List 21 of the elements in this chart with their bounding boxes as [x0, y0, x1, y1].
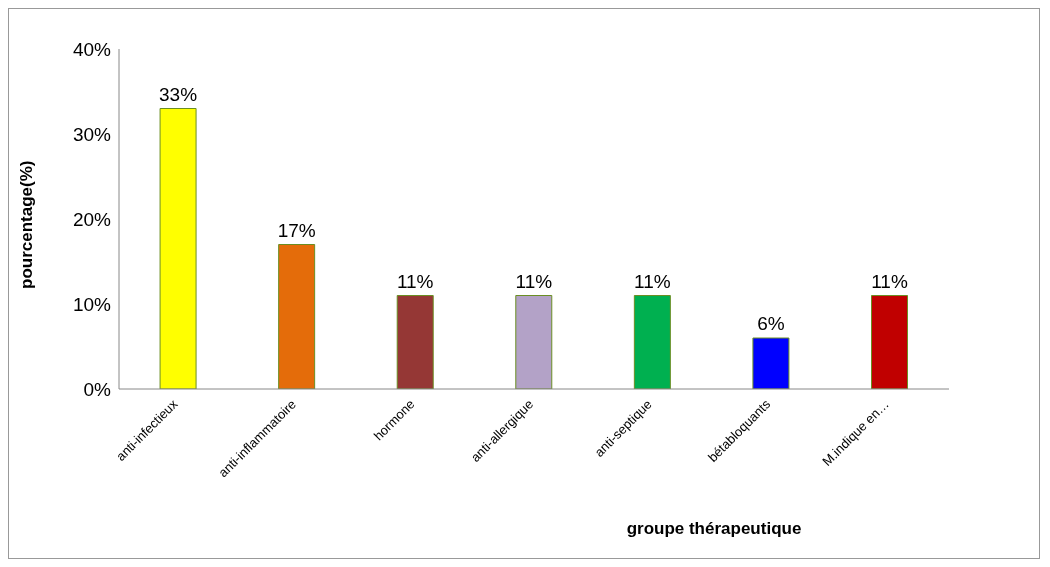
data-label: 17% — [277, 219, 316, 241]
bar — [159, 108, 197, 389]
y-axis-title: pourcentage(%) — [17, 160, 37, 289]
y-tick-label: 10% — [72, 293, 112, 315]
bar — [752, 337, 790, 389]
bar — [633, 295, 671, 389]
y-tick-label: 30% — [72, 123, 112, 145]
data-label: 11% — [634, 270, 671, 292]
data-label: 11% — [871, 270, 908, 292]
x-axis-title: groupe thérapeutique — [626, 519, 802, 538]
data-label: 11% — [515, 270, 553, 292]
bar — [278, 244, 316, 389]
bar — [515, 295, 553, 389]
y-tick-label: 0% — [83, 378, 112, 400]
bar — [396, 295, 434, 389]
y-tick-label: 40% — [72, 38, 112, 60]
data-label: 33% — [159, 83, 198, 105]
data-label: 6% — [757, 313, 785, 334]
y-tick-label: 20% — [72, 208, 112, 230]
data-label: 11% — [396, 270, 434, 292]
bar — [871, 295, 908, 389]
